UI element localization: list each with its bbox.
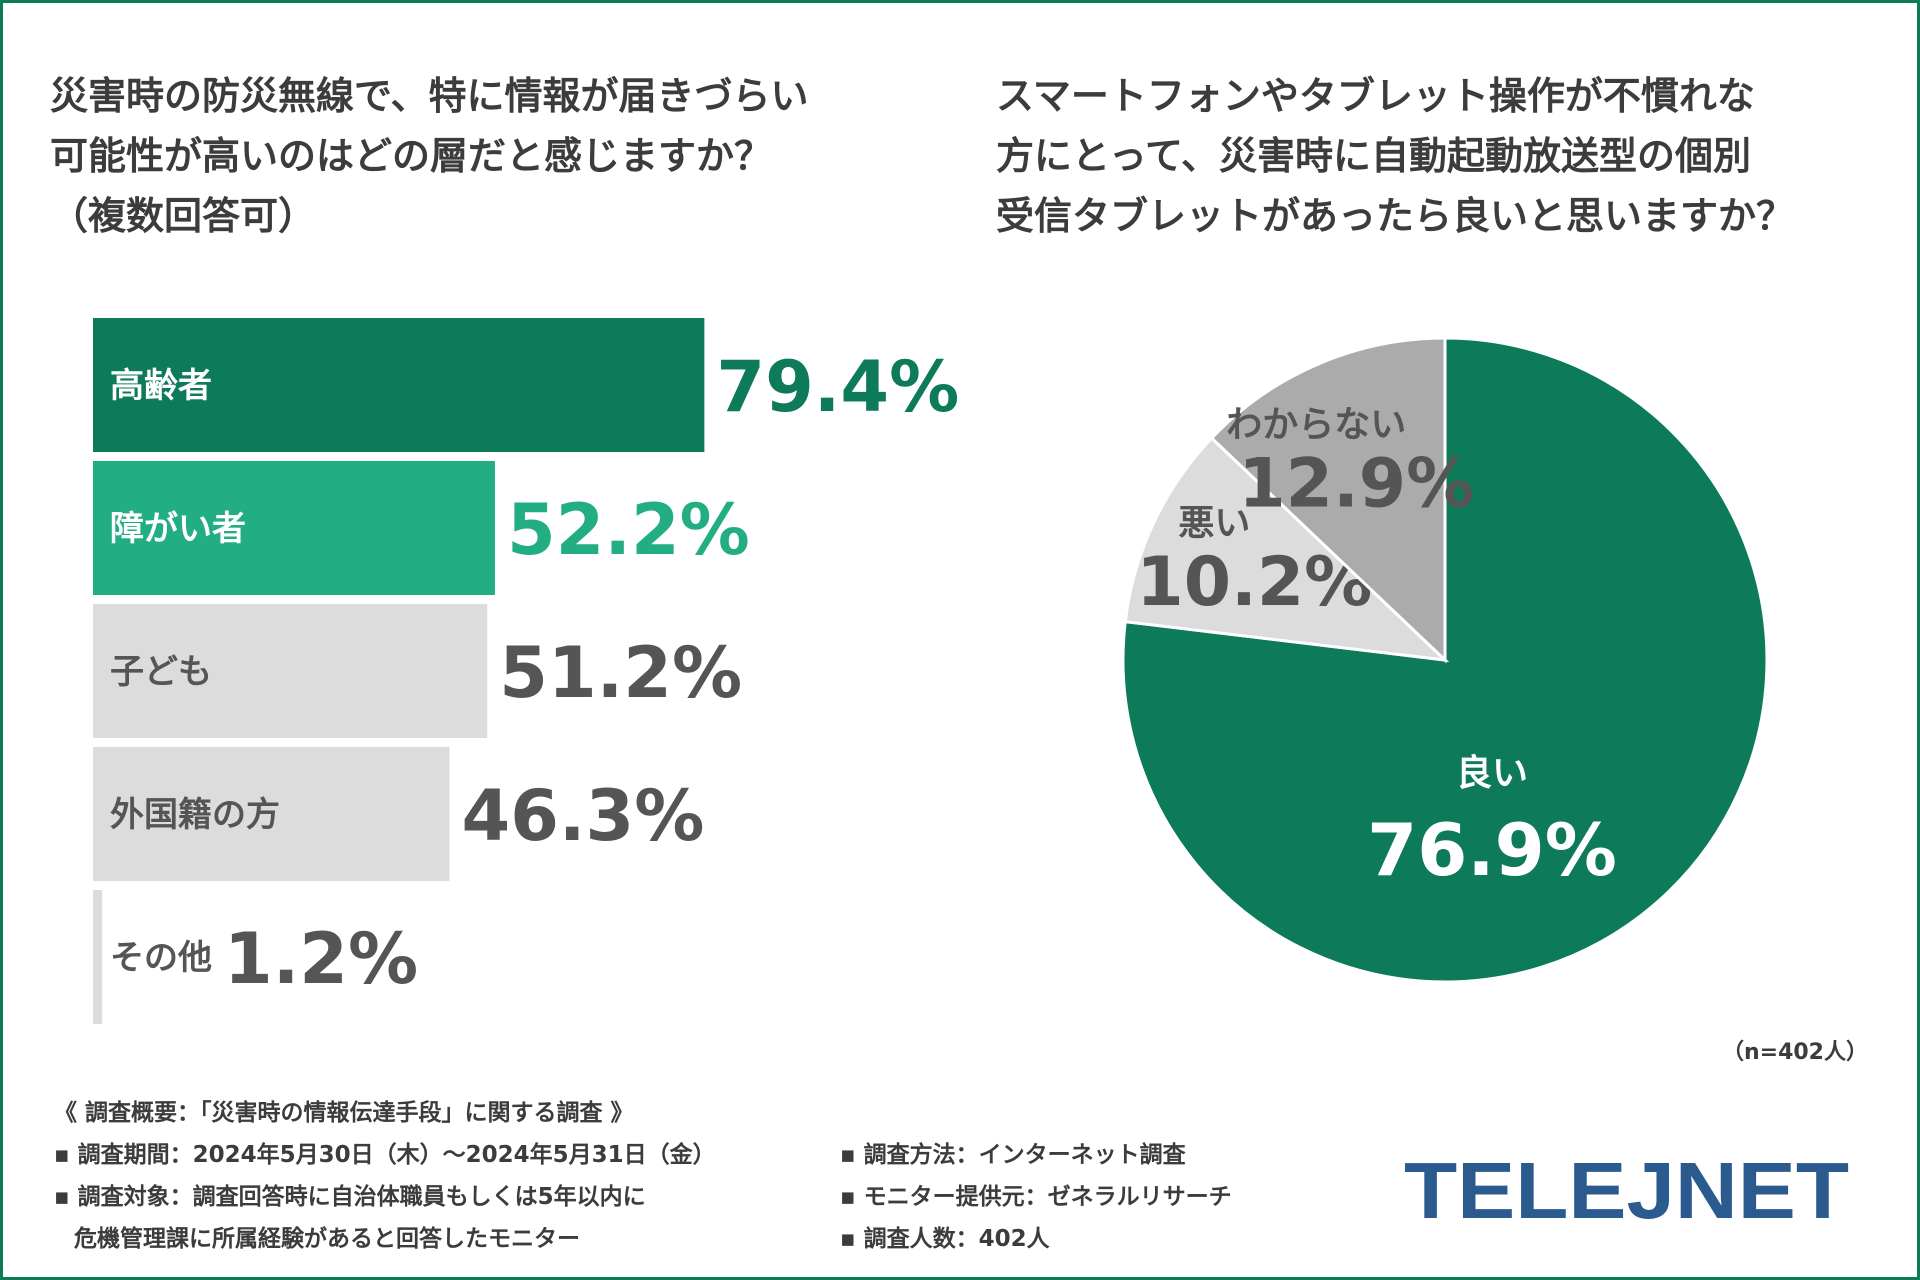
survey-count: ▪ 調査人数：402人: [840, 1226, 1050, 1252]
pie-slice-2: [1209, 336, 1447, 664]
bar-category-label-1: 障がい者: [110, 509, 246, 549]
pie-value-label-2: 12.9%: [1238, 445, 1474, 524]
survey-monitor-provider: ▪ モニター提供元：ゼネラルリサーチ: [840, 1184, 1232, 1210]
bar-value-label-0: 79.4%: [716, 346, 959, 428]
pie-slice-1: [1123, 435, 1450, 663]
right-question-title: スマートフォンやタブレット操作が不慣れな 方にとって、災害時に自動起動放送型の個…: [996, 74, 1795, 238]
bar-category-label-2: 子ども: [110, 652, 212, 692]
bar-1: [93, 461, 495, 595]
pie-category-label-2: わからない: [1226, 405, 1406, 446]
bar-category-label-4: その他: [110, 938, 212, 978]
bar-value-label-2: 51.2%: [499, 632, 742, 714]
pie-category-label-0: 良い: [1456, 753, 1528, 794]
pie-value-label-0: 76.9%: [1367, 808, 1617, 892]
pie-value-label-1: 10.2%: [1136, 543, 1372, 622]
survey-method: ▪ 調査方法：インターネット調査: [840, 1142, 1186, 1168]
survey-title: 《 調査概要：「災害時の情報伝達手段」に関する調査 》: [54, 1100, 634, 1126]
survey-target: ▪ 調査対象：調査回答時に自治体職員もしくは5年以内に: [54, 1184, 646, 1210]
bar-4: [93, 890, 103, 1024]
pie-category-label-1: 悪い: [1178, 503, 1250, 544]
bar-value-label-4: 1.2%: [224, 918, 418, 1000]
logo-text: TELEJNET: [1404, 1150, 1849, 1230]
bar-category-label-3: 外国籍の方: [110, 795, 280, 835]
bar-value-label-3: 46.3%: [462, 775, 705, 857]
sample-size-note: （n=402人）: [1721, 1040, 1868, 1065]
bar-3: [93, 747, 450, 881]
survey-target-cont: 危機管理課に所属経験があると回答したモニター: [74, 1226, 580, 1252]
survey-period: ▪ 調査期間：2024年5月30日（木）～2024年5月31日（金）: [54, 1142, 716, 1168]
left-question-title: 災害時の防災無線で、特に情報が届きづらい 可能性が高いのはどの層だと感じますか？…: [50, 74, 809, 238]
bar-0: [93, 318, 705, 452]
bar-category-label-0: 高齢者: [110, 366, 212, 406]
bar-value-label-1: 52.2%: [507, 489, 750, 571]
survey-summary-left: 《 調査概要：「災害時の情報伝達手段」に関する調査 》 ▪ 調査期間：2024年…: [54, 1092, 854, 1260]
survey-summary-right: ▪ 調査方法：インターネット調査 ▪ モニター提供元：ゼネラルリサーチ ▪ 調査…: [840, 1134, 1400, 1260]
telenet-logo: TELEJNET: [1404, 1150, 1849, 1230]
bar-2: [93, 604, 488, 738]
